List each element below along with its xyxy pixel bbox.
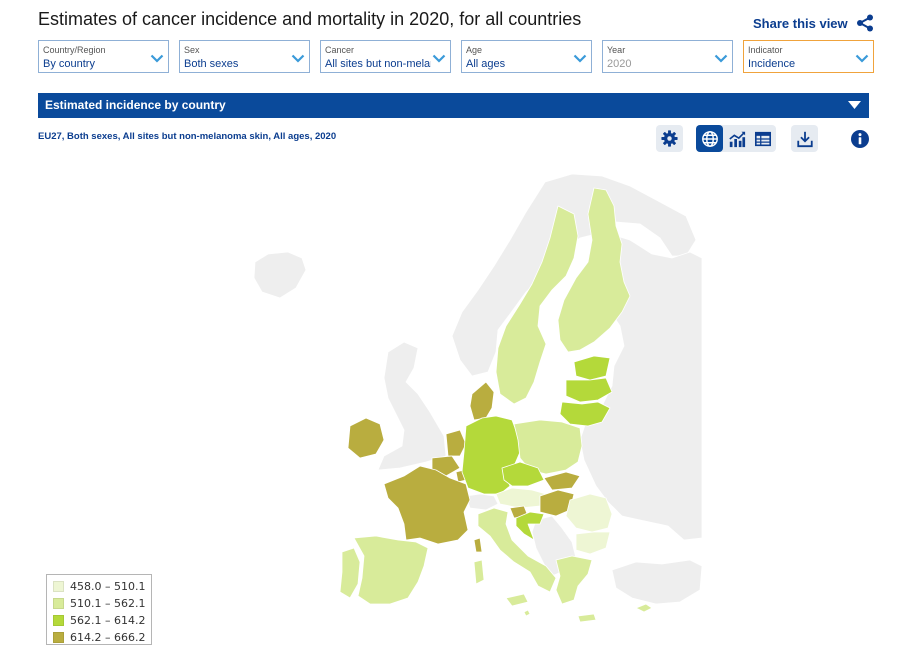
- filter-age[interactable]: Age All ages: [461, 40, 592, 73]
- chevron-down-icon: [714, 54, 728, 63]
- legend-item: 614.2 – 666.2: [53, 629, 151, 646]
- country-austria[interactable]: [495, 487, 547, 509]
- download-button[interactable]: [791, 125, 818, 152]
- share-label: Share this view: [753, 15, 848, 31]
- legend-label: 614.2 – 666.2: [70, 631, 146, 644]
- country-denmark[interactable]: [469, 381, 495, 421]
- filter-value: All ages: [466, 58, 506, 70]
- gear-icon: [661, 130, 678, 147]
- legend-swatch: [53, 632, 64, 643]
- country-united-kingdom[interactable]: [377, 341, 447, 471]
- filter-bar: Country/Region By country Sex Both sexes…: [38, 40, 874, 73]
- download-icon: [796, 131, 813, 147]
- info-icon[interactable]: [851, 130, 869, 148]
- filter-label: Country/Region: [43, 45, 106, 55]
- country-spain[interactable]: [353, 535, 429, 605]
- country-crete[interactable]: [577, 613, 597, 623]
- country-latvia[interactable]: [565, 377, 613, 403]
- country-poland[interactable]: [513, 419, 583, 475]
- share-this-view-button[interactable]: Share this view: [753, 14, 874, 32]
- legend-item: 510.1 – 562.1: [53, 595, 151, 612]
- chevron-down-icon: [291, 54, 305, 63]
- trend-chart-icon: [728, 131, 745, 147]
- filter-indicator[interactable]: Indicator Incidence: [743, 40, 874, 73]
- filter-country-region[interactable]: Country/Region By country: [38, 40, 169, 73]
- country-lithuania[interactable]: [559, 401, 611, 427]
- country-italy[interactable]: [477, 507, 557, 593]
- chevron-down-icon: [150, 54, 164, 63]
- country-sardinia[interactable]: [473, 559, 485, 585]
- legend-item: 562.1 – 614.2: [53, 612, 151, 629]
- filter-value: All sites but non-melanoma skin: [325, 58, 431, 70]
- filter-value: 2020: [607, 58, 632, 70]
- country-malta[interactable]: [523, 609, 531, 617]
- country-croatia[interactable]: [515, 511, 545, 541]
- filter-label: Cancer: [325, 45, 355, 55]
- map-view-button[interactable]: [696, 125, 723, 152]
- filter-value: Incidence: [748, 58, 796, 70]
- filter-sex[interactable]: Sex Both sexes: [179, 40, 310, 73]
- globe-icon: [701, 130, 718, 147]
- filter-label: Year: [607, 45, 626, 55]
- country-czechia[interactable]: [501, 461, 545, 487]
- filter-label: Age: [466, 45, 483, 55]
- legend-label: 458.0 – 510.1: [70, 580, 146, 593]
- legend-swatch: [53, 598, 64, 609]
- caret-down-icon: [848, 101, 861, 109]
- country-iceland[interactable]: [253, 251, 307, 299]
- filter-cancer[interactable]: Cancer All sites but non-melanoma skin: [320, 40, 451, 73]
- country-corsica[interactable]: [473, 537, 483, 553]
- legend-swatch: [53, 581, 64, 592]
- filter-label: Indicator: [748, 45, 783, 55]
- country-greece[interactable]: [555, 555, 593, 605]
- country-romania[interactable]: [565, 493, 613, 533]
- country-france[interactable]: [383, 465, 471, 545]
- chevron-down-icon: [573, 54, 587, 63]
- country-slovakia[interactable]: [543, 471, 581, 491]
- country-ireland[interactable]: [347, 417, 385, 459]
- map-legend: 458.0 – 510.1 510.1 – 562.1 562.1 – 614.…: [46, 574, 152, 645]
- chevron-down-icon: [432, 54, 446, 63]
- chevron-down-icon: [855, 54, 869, 63]
- country-sicily[interactable]: [505, 593, 529, 607]
- filter-year[interactable]: Year 2020: [602, 40, 733, 73]
- table-view-button[interactable]: [749, 125, 776, 152]
- filter-label: Sex: [184, 45, 200, 55]
- country-bulgaria[interactable]: [575, 531, 611, 555]
- map-subtitle: EU27, Both sexes, All sites but non-mela…: [38, 131, 337, 142]
- legend-label: 562.1 – 614.2: [70, 614, 146, 627]
- country-belgium[interactable]: [431, 455, 461, 477]
- panel-header-estimated-incidence[interactable]: Estimated incidence by country: [38, 93, 869, 118]
- filter-value: Both sexes: [184, 58, 239, 70]
- page-title: Estimates of cancer incidence and mortal…: [38, 9, 582, 29]
- country-sweden[interactable]: [495, 205, 579, 405]
- country-estonia[interactable]: [573, 355, 611, 381]
- table-icon: [754, 131, 771, 146]
- legend-item: 458.0 – 510.1: [53, 578, 151, 595]
- country-switzerland[interactable]: [465, 493, 499, 511]
- view-switcher: [696, 125, 776, 152]
- filter-value: By country: [43, 58, 95, 70]
- share-icon: [856, 14, 873, 32]
- country-portugal[interactable]: [339, 547, 361, 599]
- settings-button[interactable]: [656, 125, 683, 152]
- legend-label: 510.1 – 562.1: [70, 597, 146, 610]
- panel-title: Estimated incidence by country: [45, 98, 226, 112]
- country-finland[interactable]: [557, 187, 631, 353]
- europe-choropleth-map: [253, 173, 703, 623]
- country-turkey[interactable]: [611, 559, 703, 605]
- country-cyprus[interactable]: [635, 603, 653, 613]
- trend-view-button[interactable]: [723, 125, 750, 152]
- country-netherlands[interactable]: [445, 429, 467, 457]
- legend-swatch: [53, 615, 64, 626]
